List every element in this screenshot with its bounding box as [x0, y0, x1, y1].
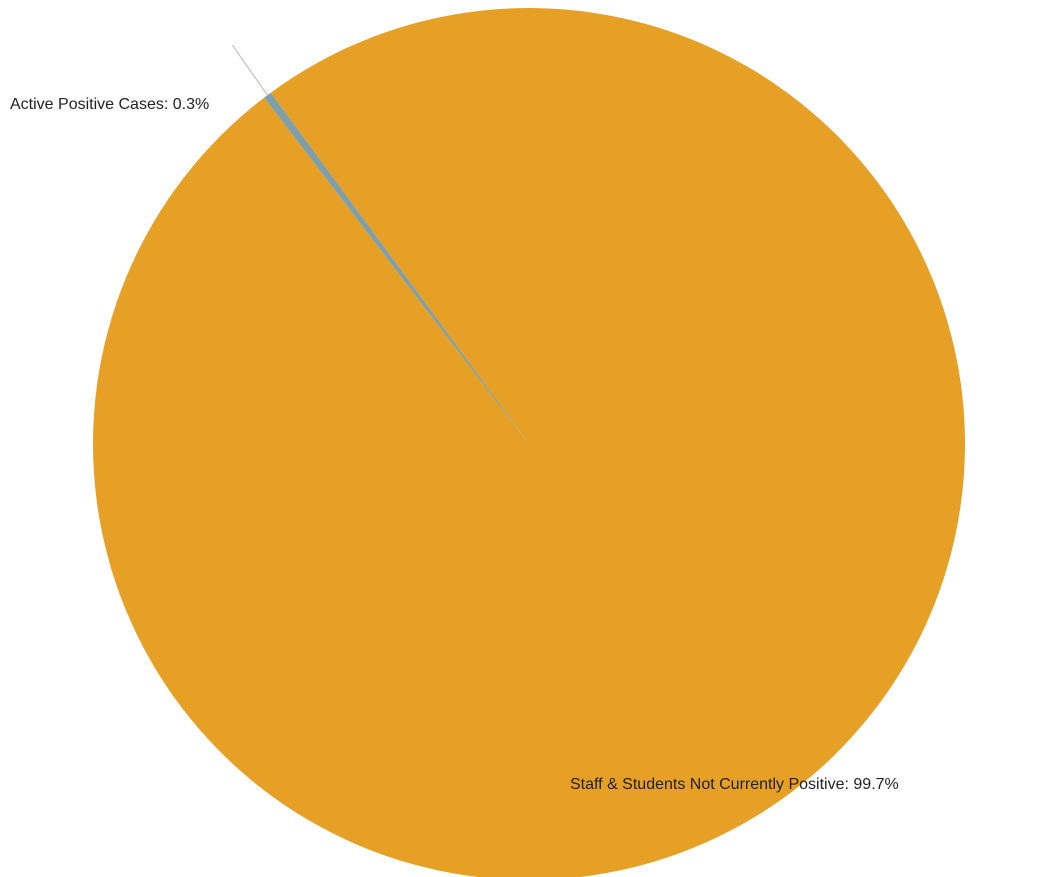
leader-line-active-positive-cases [232, 44, 268, 96]
slice-label-not-currently-positive: Staff & Students Not Currently Positive:… [570, 776, 899, 793]
pie-slice-active-positive-cases[interactable] [264, 92, 529, 445]
label-leader-lines [232, 44, 268, 96]
slice-label-active-positive-cases: Active Positive Cases: 0.3% [10, 96, 209, 113]
pie-slices [92, 8, 965, 877]
pie-slice-staff-students-not-currently-positive[interactable] [92, 8, 965, 877]
